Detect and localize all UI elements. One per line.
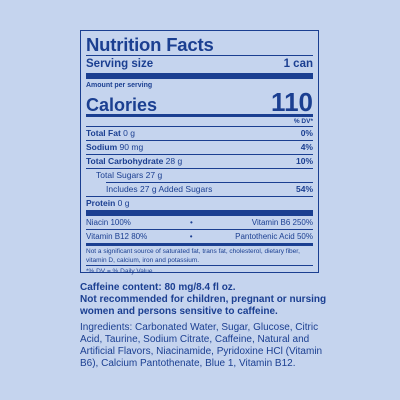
divider xyxy=(86,229,313,230)
nutrient-name: Includes 27 g Added Sugars xyxy=(106,184,213,194)
caffeine-content: Caffeine content: 80 mg/8.4 fl oz. xyxy=(80,282,236,293)
nutrient-name: Sodium xyxy=(86,142,118,152)
divider-thick xyxy=(86,73,313,79)
nutrient-dv: 54% xyxy=(295,184,313,194)
nutrient-amount: 28 g xyxy=(165,156,183,166)
nutrient-row-total-fat: Total Fat 0 g 0% xyxy=(86,127,313,140)
nutrient-dv: 10% xyxy=(295,156,313,166)
nutrient-amount: 0 g xyxy=(117,198,130,208)
serving-size-row: Serving size 1 can xyxy=(86,56,313,73)
nutrient-row-protein: Protein 0 g xyxy=(86,197,313,210)
vitamin-row-2: Vitamin B12 80% • Pantothenic Acid 50% xyxy=(86,230,313,243)
nutrition-facts-panel: Nutrition Facts Serving size 1 can Amoun… xyxy=(80,30,319,275)
nutrient-dv: 4% xyxy=(300,142,313,152)
divider xyxy=(86,154,313,155)
caffeine-warning: Not recommended for children, pregnant o… xyxy=(80,294,327,317)
nutrient-amount: 90 mg xyxy=(119,142,144,152)
serving-size-label: Serving size xyxy=(86,58,154,70)
nutrient-name: Total Carbohydrate xyxy=(86,156,164,166)
nutrient-row-added-sugars: Includes 27 g Added Sugars 54% xyxy=(86,183,313,196)
divider xyxy=(106,182,313,183)
divider-thick xyxy=(86,210,313,216)
calories-label: Calories xyxy=(86,95,158,115)
nutrient-dv: 0% xyxy=(300,128,313,138)
daily-value-footnote: *% DV = % Daily Value xyxy=(86,268,153,275)
vitamin-row-1: Niacin 100% • Vitamin B6 250% xyxy=(86,216,313,229)
calories-value: 110 xyxy=(271,87,313,117)
divider xyxy=(86,55,313,56)
divider xyxy=(86,168,313,169)
vitamin-left: Vitamin B12 80% xyxy=(86,232,148,241)
ingredients-list: Ingredients: Carbonated Water, Sugar, Gl… xyxy=(80,322,323,369)
vitamin-right: Vitamin B6 250% xyxy=(251,218,313,227)
calories-row: Calories 110 xyxy=(86,87,313,117)
amount-per-serving: Amount per serving xyxy=(86,82,153,89)
nutrient-row-total-sugars: Total Sugars 27 g xyxy=(86,169,313,182)
serving-size-value: 1 can xyxy=(283,58,313,70)
bullet-separator: • xyxy=(189,218,193,227)
divider xyxy=(86,265,313,266)
divider xyxy=(86,140,313,141)
daily-value-header: % DV* xyxy=(293,118,313,125)
nutrient-row-sodium: Sodium 90 mg 4% xyxy=(86,141,313,154)
caffeine-statement: Caffeine content: 80 mg/8.4 fl oz. Not r… xyxy=(80,282,330,318)
divider-medium xyxy=(86,114,313,117)
vitamin-left: Niacin 100% xyxy=(86,218,131,227)
nutrient-name: Total Sugars xyxy=(96,170,144,180)
divider-medium xyxy=(86,243,313,246)
nutrient-name: Protein xyxy=(86,198,116,208)
nutrient-name: Total Fat xyxy=(86,128,121,138)
bullet-separator: • xyxy=(189,232,193,241)
divider xyxy=(86,126,313,127)
divider xyxy=(86,196,313,197)
nutrient-row-total-carbohydrate: Total Carbohydrate 28 g 10% xyxy=(86,155,313,168)
vitamin-right: Pantothenic Acid 50% xyxy=(235,232,313,241)
nutrient-amount: 27 g xyxy=(145,170,163,180)
not-significant-note: Not a significant source of saturated fa… xyxy=(86,248,300,264)
nutrient-amount: 0 g xyxy=(123,128,135,138)
nutrition-facts-title: Nutrition Facts xyxy=(86,34,214,55)
